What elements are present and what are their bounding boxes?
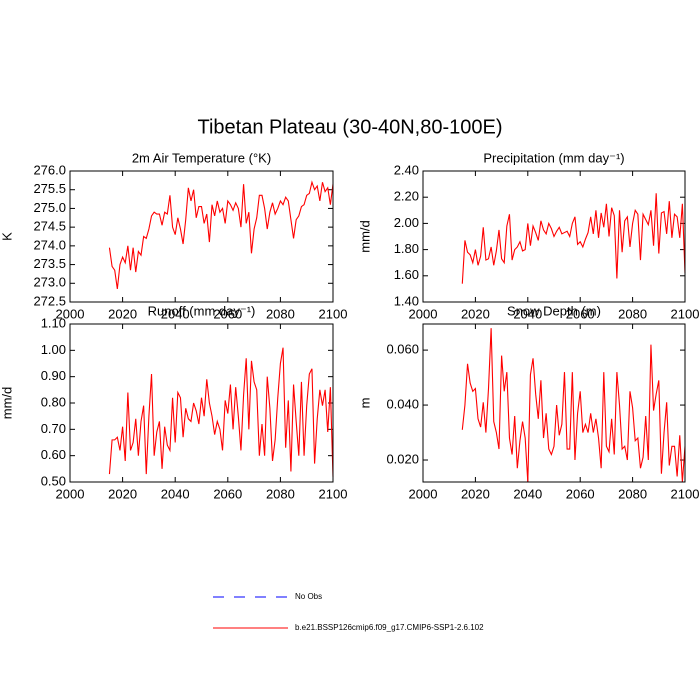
y-tick-label: 0.70 [41,421,66,436]
plot-frame [422,170,686,303]
y-axis-label: m [357,398,372,409]
y-axis-label: mm/d [0,387,14,420]
panel-title: Runoff (mm day⁻¹) [148,303,256,318]
y-tick-label: 0.90 [41,368,66,383]
y-tick-label: 274.5 [33,219,66,234]
y-tick-label: 1.40 [394,293,419,308]
x-tick-label: 2060 [566,306,595,321]
x-tick-label: 2000 [409,306,438,321]
panel-title: Snow Depth (m) [507,303,601,318]
figure-title: Tibetan Plateau (30-40N,80-100E) [198,116,503,138]
x-tick-label: 2000 [56,306,85,321]
legend-label: No Obs [295,592,322,601]
panel-title: Precipitation (mm day⁻¹) [483,150,624,165]
y-tick-label: 1.80 [394,241,419,256]
y-tick-label: 273.0 [33,275,66,290]
y-tick-label: 1.60 [394,267,419,282]
y-tick-label: 275.0 [33,200,66,215]
x-tick-label: 2100 [671,306,700,321]
x-tick-label: 2100 [319,486,348,501]
x-tick-label: 2000 [409,486,438,501]
plot-frame [69,323,334,483]
data-line [108,347,334,477]
x-tick-label: 2080 [266,486,295,501]
x-tick-label: 2000 [56,486,85,501]
data-line [461,328,686,483]
y-tick-label: 0.60 [41,447,66,462]
data-line [461,193,686,284]
y-tick-label: 0.50 [41,473,66,488]
panel-title: 2m Air Temperature (°K) [132,150,271,165]
legend-label: b.e21.BSSP126cmip6.f09_g17.CMIP6-SSP1-2.… [295,623,484,632]
x-tick-label: 2020 [108,486,137,501]
y-tick-label: 1.00 [41,342,66,357]
y-tick-label: 276.0 [33,162,66,177]
y-tick-label: 274.0 [33,237,66,252]
y-tick-label: 2.00 [394,215,419,230]
y-tick-label: 0.040 [386,396,419,411]
x-tick-label: 2080 [266,306,295,321]
x-tick-label: 2020 [461,306,490,321]
plot-frame [422,323,686,483]
x-tick-label: 2080 [618,306,647,321]
y-tick-label: 273.5 [33,256,66,271]
y-axis-label: mm/d [357,220,372,253]
x-tick-label: 2040 [513,306,542,321]
x-tick-label: 2040 [513,486,542,501]
y-tick-label: 272.5 [33,293,66,308]
x-tick-label: 2080 [618,486,647,501]
plot-frame [69,170,334,303]
x-tick-label: 2100 [319,306,348,321]
y-tick-label: 1.10 [41,315,66,330]
x-tick-label: 2060 [566,486,595,501]
data-line [108,180,334,289]
y-tick-label: 2.40 [394,162,419,177]
x-tick-label: 2040 [161,306,190,321]
y-tick-label: 0.020 [386,451,419,466]
x-tick-label: 2100 [671,486,700,501]
y-tick-label: 0.060 [386,342,419,357]
y-tick-label: 0.80 [41,394,66,409]
x-tick-label: 2040 [161,486,190,501]
x-tick-label: 2060 [213,306,242,321]
x-tick-label: 2020 [108,306,137,321]
y-tick-label: 275.5 [33,181,66,196]
x-tick-label: 2060 [213,486,242,501]
y-axis-label: K [0,232,14,241]
x-tick-label: 2020 [461,486,490,501]
y-tick-label: 2.20 [394,189,419,204]
